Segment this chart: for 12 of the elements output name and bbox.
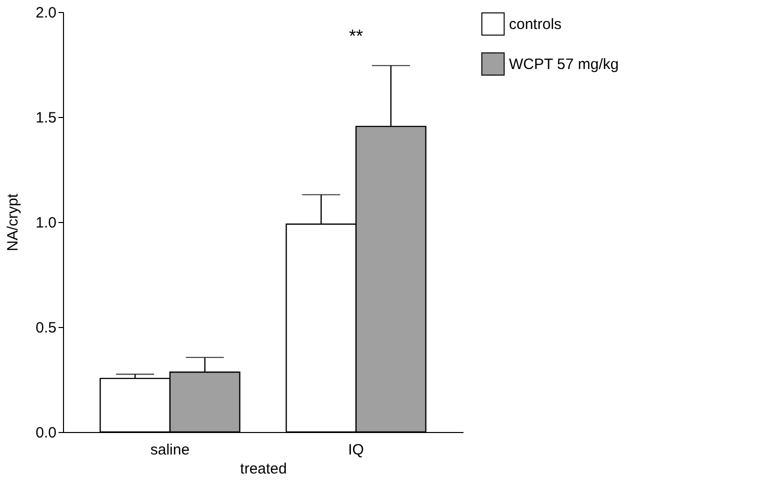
legend-label: controls	[509, 16, 562, 33]
y-tick-label: 1.5	[36, 110, 56, 126]
x-axis-title: treated	[240, 460, 287, 478]
x-tick-label: IQ	[348, 442, 364, 458]
annotation: **	[349, 26, 364, 46]
y-tick-label: 0.5	[36, 320, 56, 336]
y-tick-label: 2.0	[36, 4, 56, 22]
legend-label: WCPT 57 mg/kg	[509, 56, 619, 73]
x-tick-label: saline	[150, 442, 190, 458]
y-tick-label: 1.0	[36, 214, 56, 232]
y-axis-title: NA/crypt	[4, 192, 22, 252]
y-tick-label: 0.0	[36, 424, 56, 442]
